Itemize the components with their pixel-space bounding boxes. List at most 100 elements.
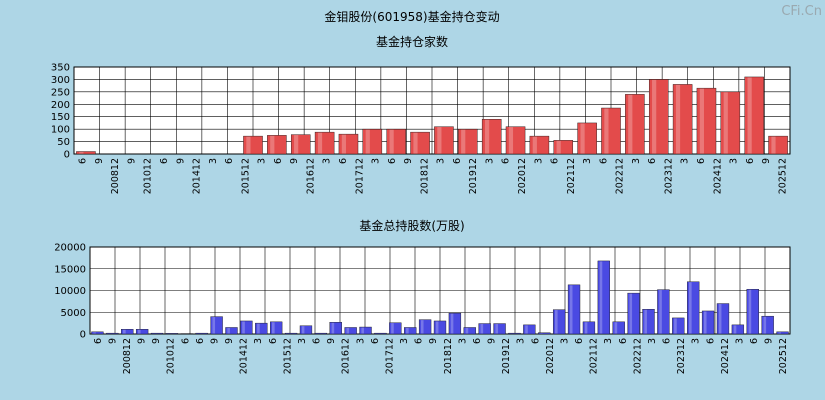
top-xtick-label: 200812 — [110, 158, 121, 194]
bottom-bar-highlight — [465, 327, 469, 334]
bottom-bar — [240, 320, 253, 335]
bottom-bar-highlight — [301, 326, 305, 334]
top-xtick-label: 6 — [598, 158, 609, 164]
bottom-bar-highlight — [584, 322, 588, 334]
top-bar — [505, 126, 526, 155]
top-bar-highlight — [556, 140, 561, 154]
bottom-bar — [612, 321, 625, 335]
bottom-xtick-label: 3 — [457, 338, 468, 344]
top-xtick-label: 6 — [745, 158, 756, 164]
bottom-xtick-label: 3 — [355, 338, 366, 344]
bottom-bar — [121, 329, 134, 335]
bottom-xtick-label: 6 — [472, 338, 483, 344]
bottom-bar — [716, 303, 730, 335]
bottom-xtick-label: 9 — [487, 338, 498, 344]
top-xtick-label: 201612 — [305, 158, 316, 194]
top-xtick-label: 6 — [387, 158, 398, 164]
bottom-xtick-label: 6 — [370, 338, 381, 344]
bottom-bar-highlight — [748, 289, 752, 334]
bottom-xtick-label: 6 — [618, 338, 629, 344]
bottom-bar — [687, 281, 700, 335]
bottom-xtick-label: 9 — [209, 338, 220, 344]
bottom-ytick-label: 5000 — [61, 308, 86, 319]
top-xtick-label: 6 — [273, 158, 284, 164]
top-xtick-label: 6 — [501, 158, 512, 164]
bottom-bar-highlight — [525, 325, 528, 334]
top-xtick-label: 202512 — [777, 158, 788, 194]
bottom-xtick-label: 6 — [574, 338, 585, 344]
bottom-bar-highlight — [644, 309, 647, 334]
bottom-bar — [657, 289, 670, 335]
top-xtick-label: 3 — [582, 158, 593, 164]
top-bars — [76, 76, 788, 155]
bottom-xtick-label: 202412 — [720, 338, 731, 374]
top-bar-highlight — [771, 136, 776, 154]
bottom-xtick-label: 3 — [734, 338, 745, 344]
top-bar-highlight — [294, 135, 299, 154]
top-bar — [625, 94, 645, 155]
top-bar — [362, 128, 383, 155]
top-bar — [696, 87, 717, 155]
top-bar-highlight — [604, 108, 609, 154]
bottom-bar-highlight — [614, 322, 618, 334]
top-xtick-label: 9 — [175, 158, 186, 164]
bottom-bar — [210, 316, 223, 335]
bottom-xtick-label: 3 — [691, 338, 702, 344]
top-bar — [290, 134, 311, 155]
bottom-xtick-label: 9 — [137, 338, 148, 344]
top-bar-highlight — [413, 132, 418, 154]
bottom-bar-highlight — [778, 332, 782, 334]
bottom-bar — [463, 327, 476, 335]
top-ytick-label: 0 — [64, 150, 70, 161]
bottom-bar — [329, 322, 342, 335]
top-xtick-label: 3 — [322, 158, 333, 164]
bottom-bar — [761, 315, 774, 335]
top-bar-highlight — [365, 129, 370, 154]
top-bar-highlight — [461, 129, 466, 154]
bottom-xtick-label: 3 — [399, 338, 410, 344]
bottom-xtick-label: 201912 — [501, 338, 512, 374]
bottom-xtick-label: 9 — [151, 338, 162, 344]
top-bar-highlight — [699, 88, 704, 154]
bottom-bar — [538, 332, 551, 335]
bottom-bar-highlight — [212, 317, 216, 334]
bottom-bar-highlight — [599, 261, 603, 334]
bottom-xtick-label: 201712 — [384, 338, 395, 374]
bottom-bar — [270, 321, 283, 335]
bottom-bar — [404, 327, 417, 335]
top-xtick-label: 201912 — [468, 158, 479, 194]
bottom-xtick-label: 202212 — [632, 338, 643, 374]
top-xtick-label: 3 — [680, 158, 691, 164]
bottom-bar-highlight — [495, 324, 499, 334]
top-xtick-label: 6 — [338, 158, 349, 164]
top-bar — [672, 84, 693, 155]
bottom-xtick-label: 6 — [312, 338, 323, 344]
top-bar — [338, 133, 359, 155]
bottom-bar-highlight — [718, 304, 722, 334]
top-bar — [386, 128, 406, 155]
top-bar-highlight — [341, 134, 346, 154]
bottom-bar-highlight — [703, 311, 707, 334]
bottom-bar-highlight — [93, 332, 96, 334]
bottom-xtick-label: 201612 — [341, 338, 352, 374]
bottom-bar — [389, 322, 402, 335]
bottom-bar — [731, 324, 745, 335]
bottom-bar — [195, 332, 208, 335]
bottom-bar — [523, 324, 536, 335]
bottom-xtick-label: 3 — [253, 338, 264, 344]
top-xtick-label: 3 — [257, 158, 268, 164]
top-xtick-label: 6 — [452, 158, 463, 164]
top-ytick-label: 100 — [51, 125, 70, 136]
top-xtick-label: 201712 — [354, 158, 365, 194]
top-bar-highlight — [675, 84, 681, 154]
bottom-bar-highlight — [733, 325, 737, 334]
bottom-bar — [344, 327, 357, 335]
top-xtick-label: 3 — [371, 158, 382, 164]
bottom-chart-title: 基金总持股数(万股) — [359, 218, 464, 233]
top-bar-highlight — [747, 77, 752, 154]
top-bar — [410, 131, 430, 155]
top-chart-title: 基金持仓家数 — [376, 34, 448, 49]
bottom-xtick-label: 9 — [224, 338, 235, 344]
